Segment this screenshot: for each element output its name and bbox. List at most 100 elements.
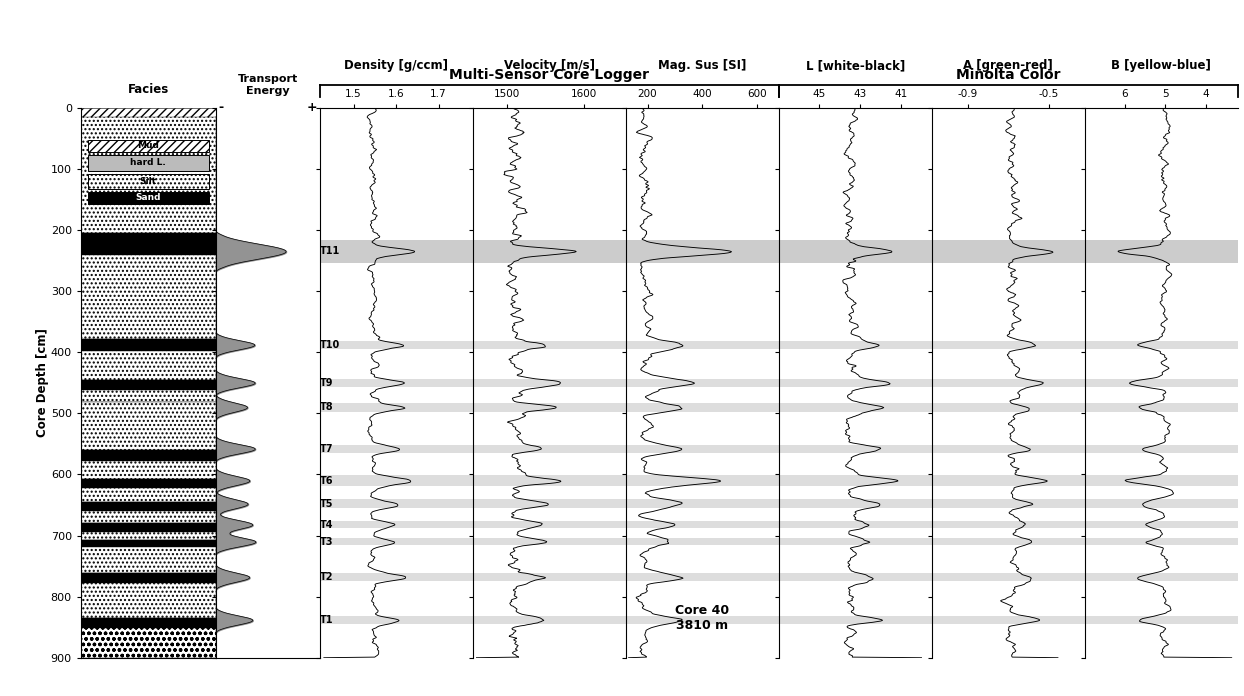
Bar xyxy=(1085,445,1238,453)
Bar xyxy=(320,240,473,263)
Bar xyxy=(932,521,1085,528)
Bar xyxy=(81,583,215,618)
Title: Velocity [m/s]: Velocity [m/s] xyxy=(504,59,595,72)
Bar xyxy=(1085,500,1238,508)
Bar xyxy=(320,500,473,508)
Bar xyxy=(473,521,626,528)
Bar xyxy=(779,538,932,545)
Bar xyxy=(1085,379,1238,387)
Bar xyxy=(932,538,1085,545)
Bar xyxy=(1085,573,1238,581)
Bar xyxy=(1085,475,1238,486)
Bar xyxy=(320,379,473,387)
Bar xyxy=(779,403,932,411)
Bar xyxy=(81,339,215,351)
Bar xyxy=(473,403,626,411)
Bar xyxy=(932,340,1085,349)
Bar xyxy=(81,532,215,540)
Bar xyxy=(320,403,473,411)
Text: Multi-Sensor Core Logger: Multi-Sensor Core Logger xyxy=(449,68,649,82)
Bar xyxy=(81,255,215,339)
Bar xyxy=(932,475,1085,486)
Text: Core 40
3810 m: Core 40 3810 m xyxy=(675,604,729,632)
Bar xyxy=(81,618,215,628)
Bar xyxy=(87,155,209,171)
Text: T8: T8 xyxy=(321,402,333,412)
Bar xyxy=(320,340,473,349)
Bar xyxy=(626,538,779,545)
Bar xyxy=(87,174,209,189)
Bar xyxy=(932,573,1085,581)
Text: T9: T9 xyxy=(321,378,333,388)
Bar xyxy=(779,445,932,453)
Bar xyxy=(81,502,215,511)
Bar xyxy=(1085,403,1238,411)
Bar xyxy=(779,475,932,486)
Bar xyxy=(626,445,779,453)
Bar xyxy=(81,450,215,461)
Bar xyxy=(81,488,215,502)
Bar xyxy=(81,574,215,583)
Bar xyxy=(779,615,932,624)
Bar xyxy=(81,380,215,390)
Bar xyxy=(1085,615,1238,624)
Bar xyxy=(626,475,779,486)
Bar xyxy=(320,521,473,528)
Bar xyxy=(1085,521,1238,528)
Bar xyxy=(932,500,1085,508)
Bar xyxy=(81,233,215,255)
Bar xyxy=(473,379,626,387)
Bar xyxy=(932,379,1085,387)
Bar xyxy=(473,500,626,508)
Title: Density [g/ccm]: Density [g/ccm] xyxy=(345,59,448,72)
Bar xyxy=(779,240,932,263)
Bar xyxy=(932,615,1085,624)
Bar xyxy=(320,538,473,545)
Bar xyxy=(473,615,626,624)
Bar xyxy=(779,573,932,581)
Text: T11: T11 xyxy=(321,246,341,256)
Bar xyxy=(81,523,215,532)
Text: +: + xyxy=(306,101,317,114)
Bar xyxy=(81,479,215,488)
Bar xyxy=(626,615,779,624)
Bar xyxy=(320,615,473,624)
Bar xyxy=(779,500,932,508)
Text: hard L.: hard L. xyxy=(131,159,165,167)
Bar xyxy=(473,573,626,581)
Bar xyxy=(473,445,626,453)
Text: T7: T7 xyxy=(321,444,333,454)
Bar xyxy=(320,475,473,486)
Bar xyxy=(1085,538,1238,545)
Bar xyxy=(87,191,209,204)
Bar xyxy=(81,390,215,402)
Text: T5: T5 xyxy=(321,499,333,509)
Bar xyxy=(626,340,779,349)
Bar xyxy=(626,500,779,508)
Bar xyxy=(932,403,1085,411)
Bar xyxy=(626,521,779,528)
Bar xyxy=(779,521,932,528)
Bar xyxy=(626,240,779,263)
Bar xyxy=(1085,340,1238,349)
Bar xyxy=(473,538,626,545)
Title: A [green-red]: A [green-red] xyxy=(963,59,1054,72)
Bar xyxy=(81,461,215,479)
Text: Facies: Facies xyxy=(128,83,169,96)
Text: T4: T4 xyxy=(321,519,333,530)
Bar xyxy=(473,475,626,486)
Bar xyxy=(779,340,932,349)
Bar xyxy=(473,240,626,263)
Bar xyxy=(932,445,1085,453)
Title: B [yellow-blue]: B [yellow-blue] xyxy=(1111,59,1212,72)
Bar xyxy=(626,379,779,387)
Text: Transport
Energy: Transport Energy xyxy=(238,74,297,96)
Text: T1: T1 xyxy=(321,615,333,625)
Bar xyxy=(81,402,215,450)
Bar xyxy=(320,445,473,453)
Bar xyxy=(473,340,626,349)
Text: Minolta Color: Minolta Color xyxy=(955,68,1060,82)
Bar xyxy=(81,511,215,523)
Text: Mud: Mud xyxy=(137,141,159,150)
Bar xyxy=(81,540,215,546)
